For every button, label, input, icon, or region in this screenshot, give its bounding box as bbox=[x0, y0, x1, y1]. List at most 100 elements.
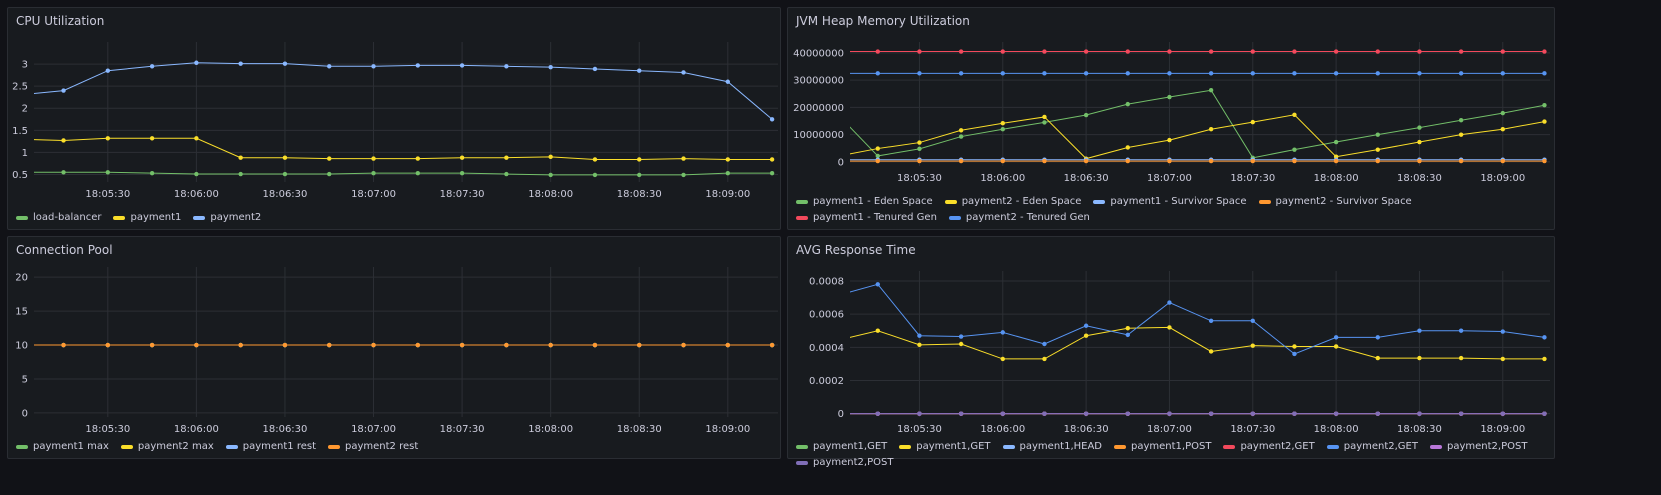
data-point bbox=[415, 342, 421, 348]
data-point bbox=[1542, 49, 1547, 54]
data-point bbox=[875, 146, 880, 151]
y-tick-label: 0 bbox=[838, 409, 844, 420]
data-point bbox=[282, 61, 288, 66]
legend-label: payment1 - Survivor Space bbox=[1110, 196, 1247, 207]
data-point bbox=[415, 156, 421, 161]
legend-item[interactable]: payment2,GET bbox=[1326, 441, 1418, 453]
x-tick-label: 18:09:00 bbox=[705, 424, 750, 435]
legend-item[interactable]: payment1 rest bbox=[225, 441, 316, 453]
legend-swatch bbox=[944, 200, 957, 204]
legend-item[interactable]: payment1 - Survivor Space bbox=[1093, 196, 1247, 208]
legend-item[interactable]: payment1,GET bbox=[899, 441, 991, 453]
data-point bbox=[1125, 158, 1130, 164]
legend-item[interactable]: payment1,POST bbox=[1114, 441, 1211, 453]
data-point bbox=[1292, 147, 1297, 152]
y-tick-label: 2.5 bbox=[12, 82, 28, 93]
data-point bbox=[1542, 71, 1547, 76]
legend-item[interactable]: payment2,POST bbox=[796, 457, 893, 469]
legend-swatch bbox=[120, 445, 133, 449]
panel-connection-pool: Connection Pool 0 5 10 15 20 18:05:30 18:06:00… bbox=[7, 236, 781, 459]
legend-item[interactable]: payment2 bbox=[193, 212, 261, 224]
data-point bbox=[958, 49, 964, 54]
data-point bbox=[61, 342, 66, 348]
data-point bbox=[1125, 145, 1130, 150]
data-point bbox=[1125, 49, 1130, 54]
data-point bbox=[1167, 71, 1172, 76]
legend-swatch bbox=[796, 216, 808, 220]
y-tick-label: 20000000 bbox=[793, 103, 844, 114]
data-point bbox=[1083, 49, 1089, 54]
legend-item[interactable]: load-balancer bbox=[16, 212, 101, 224]
panel-title[interactable]: JVM Heap Memory Utilization bbox=[796, 14, 970, 28]
data-point bbox=[1250, 158, 1255, 164]
data-point bbox=[1333, 158, 1339, 164]
data-point bbox=[1250, 411, 1255, 416]
data-point bbox=[1042, 356, 1047, 362]
legend-item[interactable]: payment1 bbox=[113, 212, 181, 224]
legend-swatch bbox=[1429, 445, 1442, 449]
data-point bbox=[1333, 71, 1339, 76]
legend-item[interactable]: payment1 - Eden Space bbox=[796, 196, 933, 208]
data-point bbox=[282, 171, 288, 177]
data-point bbox=[637, 68, 642, 73]
legend-label: payment2,GET bbox=[1240, 441, 1315, 452]
data-point bbox=[1042, 71, 1047, 76]
data-point bbox=[637, 172, 642, 178]
data-point bbox=[1208, 318, 1214, 323]
y-tick-label: 0.0004 bbox=[809, 343, 844, 354]
data-point bbox=[958, 158, 964, 164]
legend-item[interactable]: payment2 rest bbox=[328, 441, 418, 453]
legend-label: payment1 max bbox=[33, 441, 109, 452]
data-point bbox=[1500, 49, 1505, 54]
data-point bbox=[1083, 411, 1089, 416]
data-point bbox=[1458, 328, 1464, 333]
legend-item[interactable]: payment1,GET bbox=[796, 441, 887, 453]
legend-swatch bbox=[1258, 200, 1271, 204]
data-point bbox=[681, 70, 686, 75]
legend-item[interactable]: payment2,GET bbox=[1223, 441, 1315, 453]
legend-item[interactable]: payment2 - Survivor Space bbox=[1258, 196, 1412, 208]
data-point bbox=[681, 342, 686, 348]
legend-item[interactable]: payment2 - Tenured Gen bbox=[948, 212, 1090, 224]
legend-item[interactable]: payment1 max bbox=[16, 441, 109, 453]
data-point bbox=[1417, 71, 1422, 76]
panel-title[interactable]: Connection Pool bbox=[16, 243, 113, 257]
legend: load-balancer payment1 payment2 bbox=[16, 212, 261, 224]
x-tick-label: 18:07:00 bbox=[351, 189, 396, 200]
x-tick-label: 18:08:30 bbox=[617, 424, 662, 435]
data-point bbox=[459, 170, 465, 176]
data-point bbox=[1458, 411, 1464, 416]
data-point bbox=[1250, 318, 1255, 323]
data-point bbox=[1042, 341, 1047, 347]
data-point bbox=[282, 342, 288, 348]
legend-item[interactable]: payment1 - Tenured Gen bbox=[796, 212, 937, 224]
data-point bbox=[1458, 158, 1464, 164]
data-point bbox=[1042, 114, 1047, 120]
data-point bbox=[1042, 49, 1047, 54]
y-tick-label: 0.0002 bbox=[809, 376, 844, 387]
data-point bbox=[149, 170, 155, 176]
x-tick-label: 18:06:30 bbox=[262, 424, 307, 435]
data-point bbox=[875, 411, 880, 416]
x-tick-label: 18:06:00 bbox=[980, 173, 1025, 184]
data-point bbox=[1375, 147, 1380, 152]
legend-item[interactable]: payment2,POST bbox=[1429, 441, 1527, 453]
data-point bbox=[917, 146, 922, 152]
panel-title[interactable]: AVG Response Time bbox=[796, 243, 916, 257]
legend-item[interactable]: payment2 max bbox=[120, 441, 214, 453]
legend-item[interactable]: payment1,HEAD bbox=[1002, 441, 1102, 453]
data-point bbox=[238, 155, 243, 160]
data-point bbox=[1458, 132, 1464, 137]
x-tick-label: 18:07:00 bbox=[351, 424, 396, 435]
data-point bbox=[958, 134, 964, 139]
data-point bbox=[958, 128, 964, 133]
x-tick-label: 18:08:00 bbox=[528, 189, 573, 200]
data-point bbox=[1500, 71, 1505, 76]
panel-title[interactable]: CPU Utilization bbox=[16, 14, 105, 28]
legend-swatch bbox=[1093, 200, 1106, 204]
data-point bbox=[1417, 158, 1422, 164]
data-point bbox=[1500, 329, 1505, 334]
series-group bbox=[850, 49, 1547, 164]
legend-item[interactable]: payment2 - Eden Space bbox=[944, 196, 1081, 208]
series-group bbox=[34, 60, 775, 178]
